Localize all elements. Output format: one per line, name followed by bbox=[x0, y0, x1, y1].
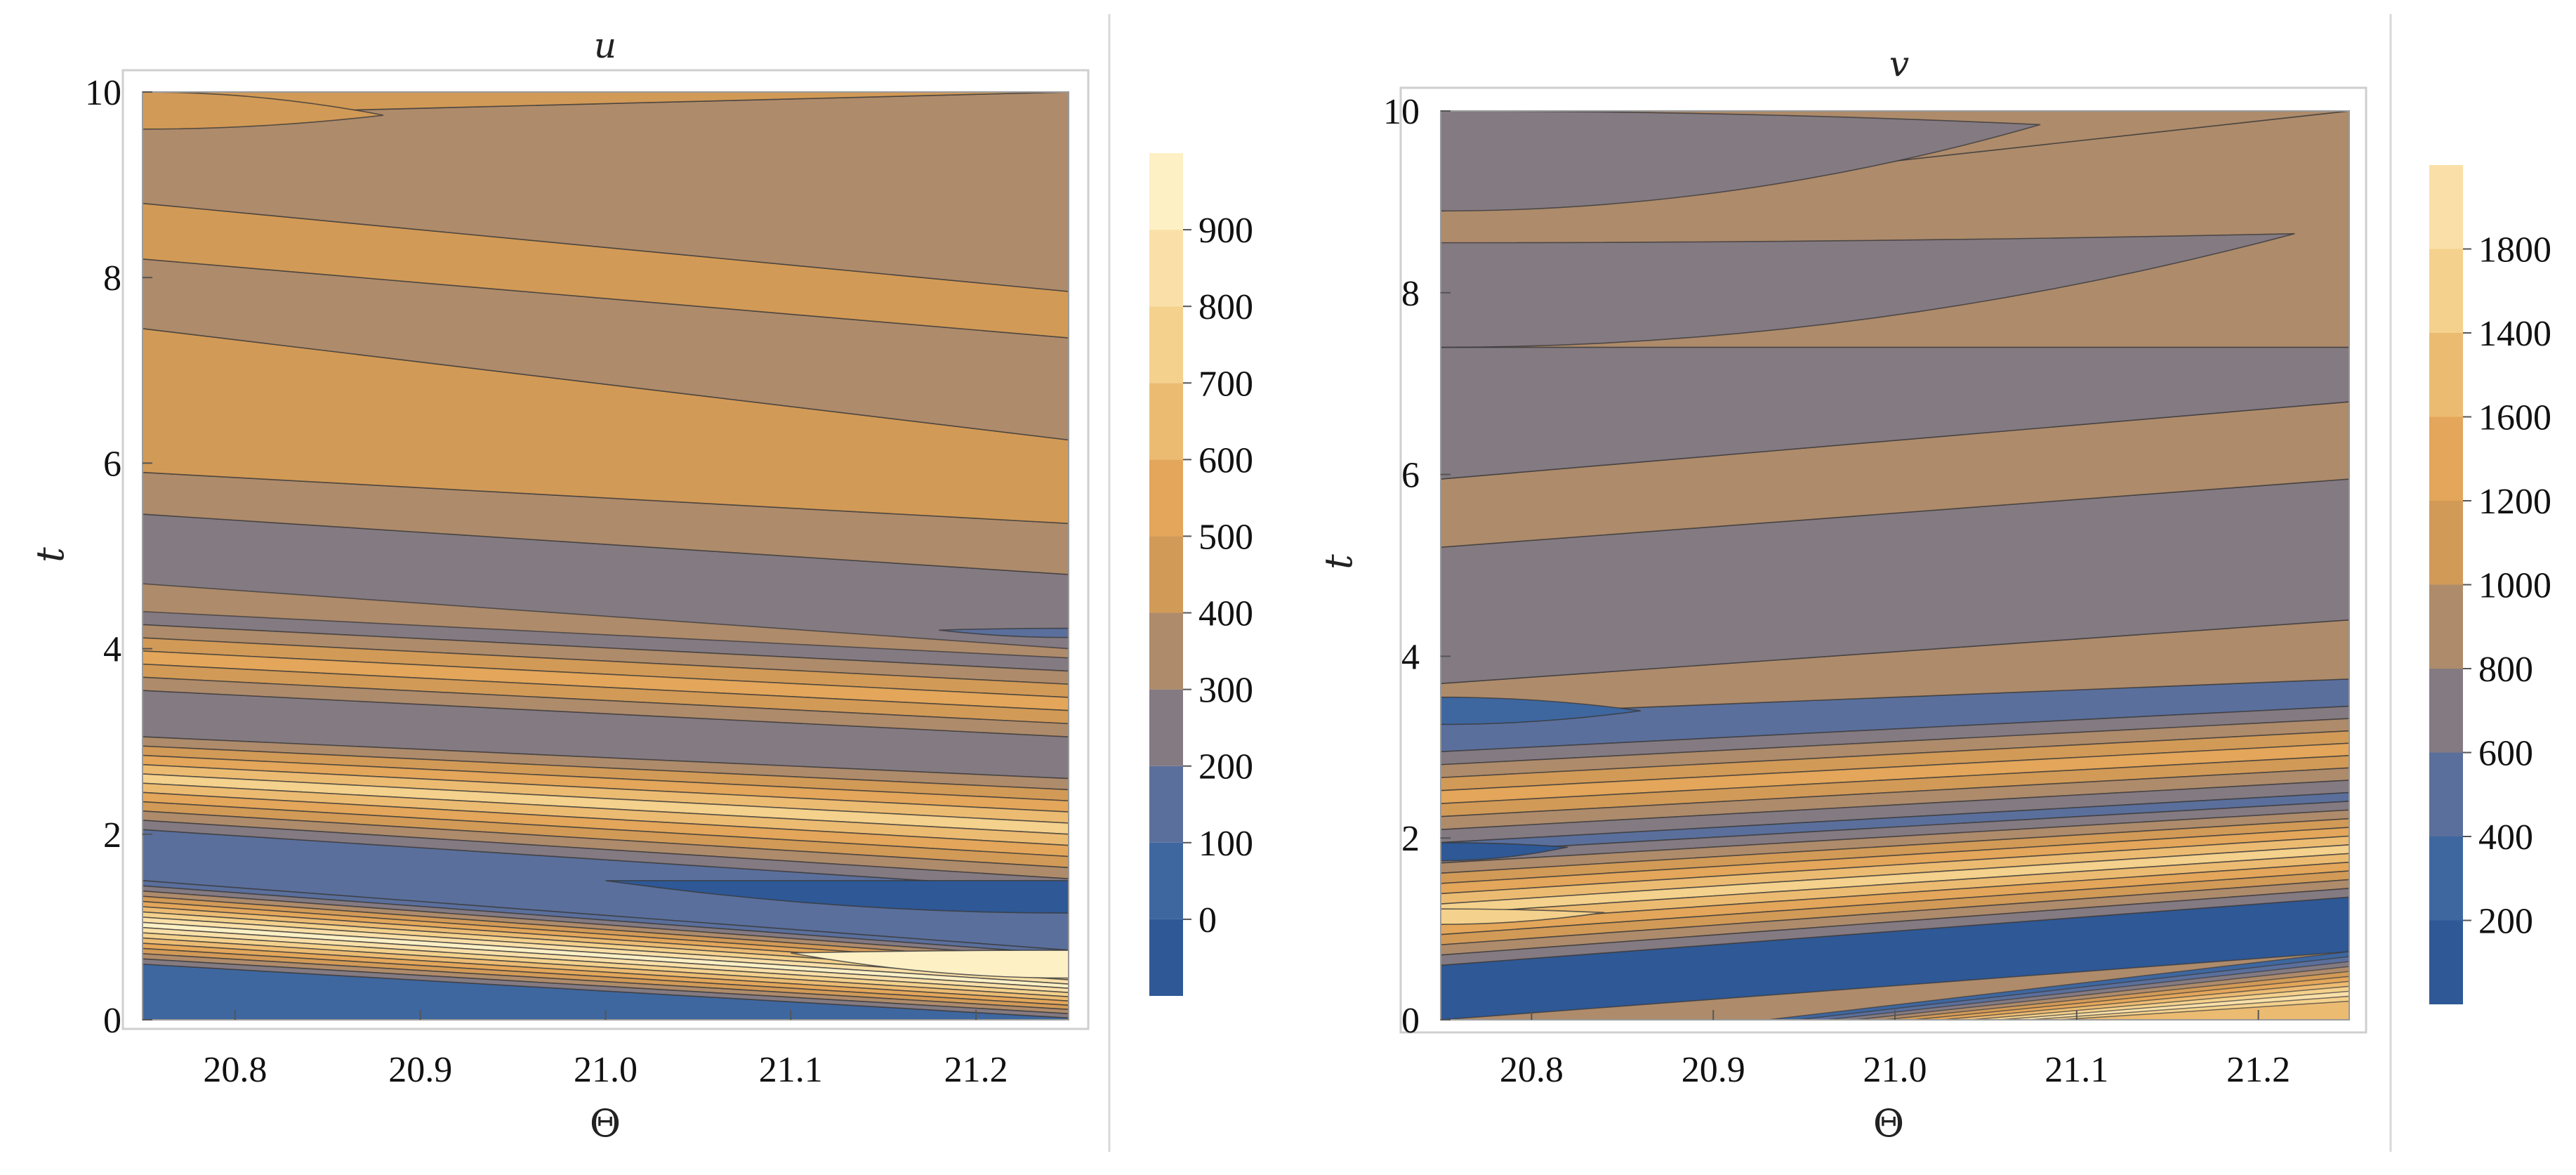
v-colorbar-label-4: 800 bbox=[2478, 650, 2533, 690]
v-colorbar-swatch-7 bbox=[2429, 416, 2463, 501]
v-colorbar-label-7: 1600 bbox=[2478, 398, 2551, 438]
u-y-tick-label-2: 2 bbox=[103, 815, 121, 855]
y-axis-label-v: t bbox=[1316, 554, 1361, 570]
v-colorbar-label-6: 1200 bbox=[2478, 482, 2551, 522]
u-colorbar-swatch-3 bbox=[1149, 766, 1183, 843]
v-y-tick-label-5: 8 bbox=[1401, 274, 1420, 314]
v-colorbar-label-8: 1400 bbox=[2478, 314, 2551, 354]
u-x-tick-label-1: 20.8 bbox=[203, 1050, 267, 1090]
frame-u bbox=[121, 69, 1090, 1030]
u-y-tick-label-6: 10 bbox=[85, 73, 121, 113]
u-colorbar-label-10: 900 bbox=[1198, 211, 1253, 251]
v-colorbar-label-3: 600 bbox=[2478, 734, 2533, 774]
v-y-tick-label-4: 6 bbox=[1401, 456, 1420, 496]
u-colorbar-swatch-10 bbox=[1149, 230, 1183, 307]
u-x-tick-label-2: 20.9 bbox=[388, 1050, 452, 1090]
u-y-tick-label-1: 0 bbox=[103, 1001, 121, 1041]
v-x-tick-label-3: 21.0 bbox=[1863, 1050, 1927, 1090]
v-colorbar-swatch-4 bbox=[2429, 669, 2463, 753]
v-colorbar-label-5: 1000 bbox=[2478, 566, 2551, 606]
v-colorbar-swatch-10 bbox=[2429, 165, 2463, 249]
u-colorbar-label-3: 200 bbox=[1198, 747, 1253, 787]
y-ticks-v: 0 2 4 6 8 10 bbox=[1383, 92, 1451, 1041]
v-y-tick-label-3: 4 bbox=[1401, 637, 1420, 677]
x-ticks-v: 20.8 20.9 21.0 21.1 21.2 bbox=[1500, 1010, 2290, 1090]
v-y-tick-label-6: 10 bbox=[1383, 92, 1420, 132]
u-colorbar-label-9: 800 bbox=[1198, 287, 1253, 327]
u-y-tick-label-4: 6 bbox=[103, 444, 121, 484]
u-x-tick-label-3: 21.0 bbox=[574, 1050, 638, 1090]
v-colorbar-label-1: 200 bbox=[2478, 902, 2533, 942]
u-y-tick-label-3: 4 bbox=[103, 630, 121, 670]
u-colorbar-swatch-8 bbox=[1149, 383, 1183, 460]
y-axis-label-u: t bbox=[28, 547, 72, 563]
v-x-tick-label-4: 21.1 bbox=[2045, 1050, 2108, 1090]
v-colorbar-swatch-9 bbox=[2429, 249, 2463, 333]
v-x-tick-label-2: 20.9 bbox=[1682, 1050, 1745, 1090]
v-colorbar-swatch-6 bbox=[2429, 501, 2463, 585]
u-colorbar-swatch-7 bbox=[1149, 459, 1183, 537]
u-colorbar-label-8: 700 bbox=[1198, 364, 1253, 404]
v-x-tick-label-5: 21.2 bbox=[2226, 1050, 2290, 1090]
u-y-tick-label-5: 8 bbox=[103, 258, 121, 298]
chart-v: v Θ t 20.8 20.9 21.0 21.1 21.2 0 2 4 6 8 10 200 40… bbox=[1316, 44, 2551, 1146]
v-x-tick-label-1: 20.8 bbox=[1500, 1050, 1564, 1090]
u-colorbar-label-2: 100 bbox=[1198, 824, 1253, 864]
chart-title-v: v bbox=[1889, 44, 1909, 84]
x-ticks-u: 20.8 20.9 21.0 21.1 21.2 bbox=[203, 1010, 1008, 1090]
v-y-tick-label-2: 2 bbox=[1401, 819, 1420, 859]
plot-area-u bbox=[142, 91, 1069, 1020]
v-colorbar-swatch-3 bbox=[2429, 752, 2463, 836]
u-x-tick-label-4: 21.1 bbox=[759, 1050, 823, 1090]
u-colorbar-swatch-11 bbox=[1149, 153, 1183, 230]
u-colorbar-label-6: 500 bbox=[1198, 517, 1253, 557]
u-colorbar-label-4: 300 bbox=[1198, 671, 1253, 711]
v-colorbar-swatch-1 bbox=[2429, 920, 2463, 1004]
u-colorbar-swatch-9 bbox=[1149, 306, 1183, 383]
colorbar-u: 0 100 200 300 400 500 600 700 800 900 bbox=[1149, 153, 1253, 996]
chart-title-u: u bbox=[594, 25, 616, 66]
colorbar-v: 200 400 600 800 1000 1200 1600 1400 1800 bbox=[2429, 165, 2551, 1004]
v-y-tick-label-1: 0 bbox=[1401, 1001, 1420, 1041]
u-colorbar-swatch-4 bbox=[1149, 689, 1183, 766]
frame-v bbox=[1399, 86, 2367, 1034]
v-colorbar-swatch-5 bbox=[2429, 584, 2463, 669]
u-colorbar-swatch-5 bbox=[1149, 612, 1183, 690]
v-colorbar-swatch-2 bbox=[2429, 836, 2463, 921]
u-colorbar-swatch-1 bbox=[1149, 919, 1183, 996]
v-colorbar-swatch-8 bbox=[2429, 333, 2463, 417]
u-x-tick-label-5: 21.2 bbox=[944, 1050, 1008, 1090]
y-ticks-u: 0 2 4 6 8 10 bbox=[85, 73, 152, 1041]
v-colorbar-label-2: 400 bbox=[2478, 818, 2533, 858]
u-colorbar-swatch-6 bbox=[1149, 536, 1183, 613]
plot-area-v bbox=[1440, 110, 2350, 1020]
u-colorbar-label-1: 0 bbox=[1198, 900, 1217, 940]
x-axis-label-v: Θ bbox=[1873, 1101, 1904, 1146]
u-colorbar-swatch-2 bbox=[1149, 842, 1183, 919]
v-colorbar-label-9: 1800 bbox=[2478, 230, 2551, 270]
u-colorbar-label-5: 400 bbox=[1198, 594, 1253, 634]
x-axis-label-u: Θ bbox=[590, 1101, 621, 1146]
chart-u: u Θ t 20.8 20.9 21.0 21.1 21.2 0 2 4 6 8 10 0 100 2… bbox=[28, 25, 1253, 1146]
u-colorbar-label-7: 600 bbox=[1198, 440, 1253, 480]
